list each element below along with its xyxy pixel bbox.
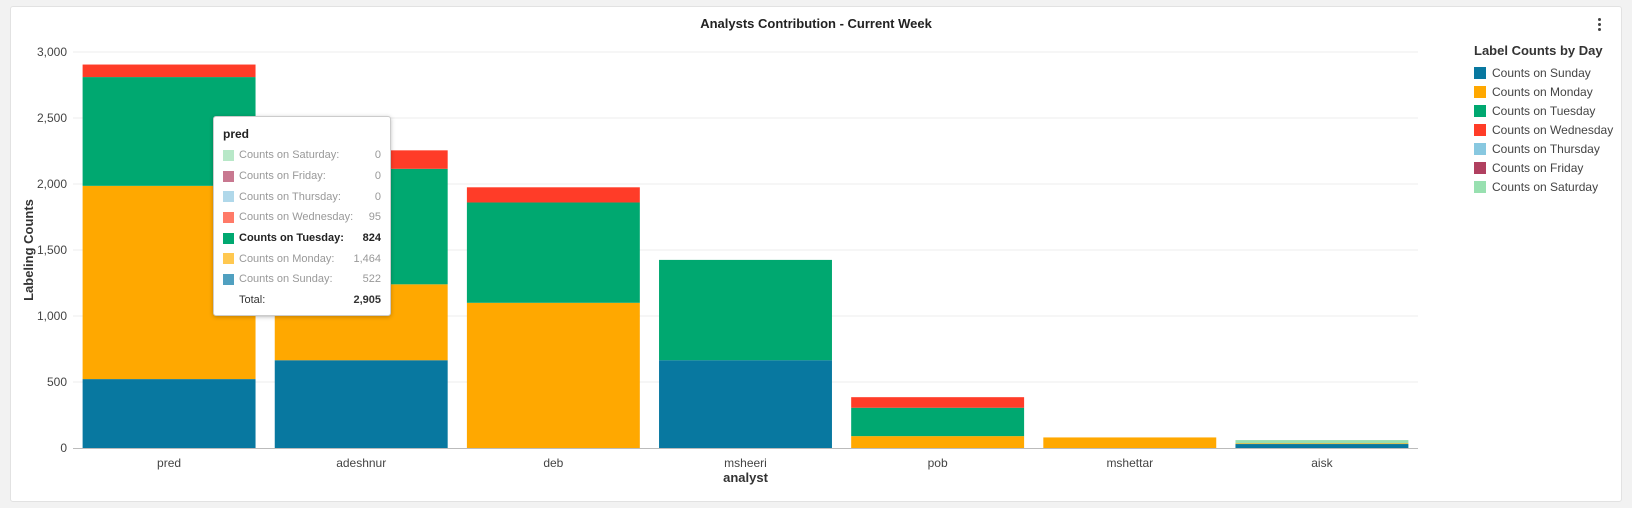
- tooltip-row-label: Counts on Sunday:: [239, 273, 333, 286]
- legend-swatch: [1474, 66, 1486, 79]
- tooltip-row-label: Counts on Wednesday:: [239, 211, 354, 224]
- legend-label: Counts on Friday: [1492, 160, 1584, 175]
- y-tick-label: 2,000: [37, 177, 67, 191]
- tooltip-row: Counts on Friday: 0: [223, 166, 381, 187]
- y-tick-label: 1,500: [37, 243, 67, 257]
- y-tick-label: 2,500: [37, 111, 67, 125]
- tooltip-row-value: 95: [368, 211, 381, 224]
- tooltip-row: Counts on Tuesday: 824: [223, 228, 381, 249]
- legend-swatch: [1474, 104, 1486, 117]
- tooltip-row: Counts on Saturday: 0: [223, 145, 381, 166]
- tooltip-row: Counts on Thursday: 0: [223, 186, 381, 207]
- bar-segment-pred-counts-on-wednesday[interactable]: [82, 64, 256, 78]
- bar-segment-aisk-counts-on-sunday[interactable]: [1235, 444, 1409, 448]
- legend-label: Counts on Wednesday: [1492, 122, 1614, 137]
- bar-segment-msheeri-counts-on-sunday[interactable]: [659, 360, 832, 448]
- bar-segment-deb-counts-on-monday[interactable]: [466, 302, 640, 448]
- bar-segment-msheeri-counts-on-tuesday[interactable]: [659, 259, 832, 361]
- tooltip-swatch: [223, 149, 234, 161]
- legend-item-counts-on-sunday[interactable]: Counts on Sunday: [1474, 63, 1629, 82]
- legend-label: Counts on Thursday: [1492, 141, 1600, 156]
- tooltip: pred Counts on Saturday: 0 Counts on Frida…: [213, 116, 391, 316]
- x-axis-ticks: pred adeshnur deb msheeri pob mshettar aisk: [157, 456, 1334, 470]
- legend-label: Counts on Tuesday: [1492, 103, 1596, 118]
- kebab-menu-icon[interactable]: [1594, 18, 1604, 36]
- x-tick-label: deb: [543, 456, 563, 470]
- legend-item-counts-on-friday[interactable]: Counts on Friday: [1474, 158, 1629, 177]
- y-tick-label: 1,000: [37, 309, 67, 323]
- x-tick-label: mshettar: [1106, 456, 1153, 470]
- tooltip-row-value: 824: [362, 232, 381, 245]
- tooltip-row: Counts on Wednesday: 95: [223, 207, 381, 228]
- tooltip-row: Counts on Sunday: 522: [223, 269, 381, 290]
- tooltip-title: pred: [223, 127, 250, 141]
- legend-swatch: [1474, 161, 1486, 174]
- tooltip-row-label: Counts on Saturday:: [239, 149, 340, 162]
- legend-swatch: [1474, 142, 1486, 155]
- x-tick-label: aisk: [1311, 456, 1333, 470]
- legend-item-counts-on-saturday[interactable]: Counts on Saturday: [1474, 177, 1629, 196]
- y-axis-ticks: 0 500 1,000 1,500 2,000 2,500 3,000: [37, 45, 67, 455]
- bar-segment-aisk-counts-on-saturday[interactable]: [1235, 440, 1409, 444]
- tooltip-swatch: [223, 232, 234, 244]
- tooltip-total-row: Total: 2,905: [223, 290, 381, 311]
- tooltip-row-value: 0: [374, 190, 381, 203]
- y-tick-label: 3,000: [37, 45, 67, 59]
- tooltip-row-label: Counts on Friday:: [239, 170, 326, 183]
- bar-segment-deb-counts-on-tuesday[interactable]: [466, 202, 640, 303]
- legend-item-counts-on-tuesday[interactable]: Counts on Tuesday: [1474, 101, 1629, 120]
- bar-segment-pob-counts-on-tuesday[interactable]: [851, 407, 1025, 437]
- legend-item-counts-on-wednesday[interactable]: Counts on Wednesday: [1474, 120, 1629, 139]
- tooltip-total-value: 2,905: [353, 294, 381, 307]
- legend-title: Label Counts by Day: [1474, 43, 1603, 58]
- bar-segment-adeshnur-counts-on-sunday[interactable]: [274, 360, 448, 448]
- x-tick-label: pob: [928, 456, 948, 470]
- legend: Label Counts by Day Counts on Sunday Coun…: [1474, 43, 1629, 196]
- tooltip-row-value: 1,464: [353, 252, 381, 265]
- legend-label: Counts on Monday: [1492, 84, 1593, 99]
- legend-label: Counts on Saturday: [1492, 179, 1599, 194]
- tooltip-total-label: Total:: [239, 294, 266, 307]
- legend-swatch: [1474, 180, 1486, 193]
- tooltip-row-value: 0: [374, 149, 381, 162]
- bar-segment-pob-counts-on-wednesday[interactable]: [851, 397, 1025, 408]
- y-tick-label: 500: [47, 375, 67, 389]
- x-tick-label: pred: [157, 456, 181, 470]
- y-axis-title: Labeling Counts: [21, 199, 36, 301]
- x-axis-title: analyst: [723, 470, 768, 485]
- bar-segment-deb-counts-on-wednesday[interactable]: [466, 187, 640, 203]
- legend-label: Counts on Sunday: [1492, 65, 1591, 80]
- tooltip-swatch: [223, 273, 234, 285]
- legend-item-counts-on-thursday[interactable]: Counts on Thursday: [1474, 139, 1629, 158]
- legend-swatch: [1474, 85, 1486, 98]
- chart-title: Analysts Contribution - Current Week: [700, 16, 932, 31]
- tooltip-row-label: Counts on Thursday:: [239, 190, 341, 203]
- bar-segment-aisk-counts-on-monday[interactable]: [1235, 443, 1409, 445]
- legend-swatch: [1474, 123, 1486, 136]
- legend-item-counts-on-monday[interactable]: Counts on Monday: [1474, 82, 1629, 101]
- x-tick-label: adeshnur: [336, 456, 386, 470]
- tooltip-row-label: Counts on Monday:: [239, 252, 335, 265]
- bar-segment-pred-counts-on-sunday[interactable]: [82, 379, 256, 448]
- x-tick-label: msheeri: [724, 456, 767, 470]
- bar-segment-pob-counts-on-monday[interactable]: [851, 436, 1025, 448]
- tooltip-swatch: [223, 191, 234, 203]
- tooltip-swatch: [223, 253, 234, 265]
- bar-segment-mshettar-counts-on-monday[interactable]: [1043, 437, 1217, 448]
- tooltip-row-label: Counts on Tuesday:: [239, 232, 344, 245]
- y-tick-label: 0: [60, 441, 67, 455]
- tooltip-swatch: [223, 211, 234, 223]
- tooltip-row-value: 522: [362, 273, 381, 286]
- tooltip-row-value: 0: [374, 170, 381, 183]
- tooltip-row: Counts on Monday: 1,464: [223, 248, 381, 269]
- tooltip-swatch: [223, 170, 234, 182]
